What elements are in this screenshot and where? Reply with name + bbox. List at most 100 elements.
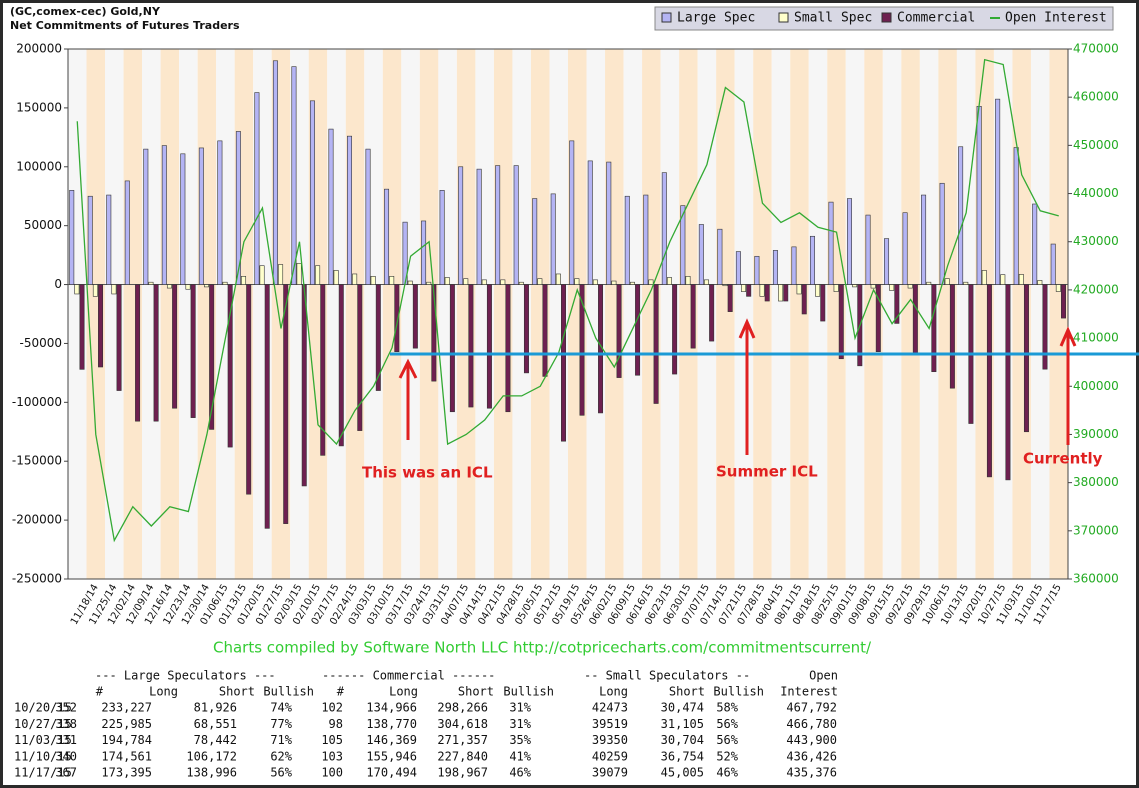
band (716, 49, 735, 579)
bar (264, 284, 270, 529)
band (790, 49, 809, 579)
band (401, 49, 420, 579)
table-cell: 42473 (592, 701, 628, 715)
table-group: ------ Commercial ------ (322, 669, 495, 683)
band (734, 49, 754, 579)
table-header: Bullish (713, 685, 764, 699)
bar (190, 284, 196, 418)
band (679, 49, 698, 579)
bar (680, 205, 686, 285)
legend-label: Open Interest (1005, 11, 1107, 26)
y2-tick-label: 430000 (1073, 234, 1119, 248)
bar (884, 238, 890, 285)
bar (463, 278, 469, 285)
table-cell: 56% (270, 766, 292, 780)
bar (921, 194, 927, 285)
y-tick-label: -50000 (19, 336, 62, 350)
table-cell: 331 (55, 733, 77, 747)
legend-swatch (661, 12, 672, 23)
bar (1018, 274, 1024, 285)
bar (222, 281, 228, 285)
bar (809, 235, 815, 285)
band (753, 49, 772, 579)
bar (1023, 284, 1029, 433)
bar (894, 284, 900, 324)
table-cell: 100 (321, 766, 343, 780)
bar (148, 281, 154, 285)
bar (143, 148, 149, 285)
bar (1042, 284, 1048, 370)
table-cell: 173,395 (101, 766, 152, 780)
y2-tick-label: 410000 (1073, 331, 1119, 345)
band (882, 49, 902, 579)
y-tick-label: -200000 (12, 513, 62, 527)
bar (1037, 280, 1043, 285)
table-cell: 103 (321, 749, 343, 763)
bar (865, 214, 871, 285)
y2-tick-label: 470000 (1073, 42, 1119, 56)
table-cell: 134,966 (366, 701, 417, 715)
bar (259, 265, 265, 285)
table-cell: 102 (321, 701, 343, 715)
bar (352, 273, 358, 285)
y-tick-label: 150000 (16, 100, 62, 114)
table-cell: 443,900 (786, 733, 837, 747)
bar (635, 284, 641, 376)
bar (394, 284, 400, 352)
bar (98, 284, 104, 368)
bar (963, 281, 969, 285)
band (68, 49, 87, 579)
table-cell: 58% (716, 701, 738, 715)
bar (847, 198, 852, 285)
y2-tick-label: 400000 (1073, 379, 1119, 393)
table-cell: 46% (509, 766, 531, 780)
band (623, 49, 643, 579)
table-cell: 198,967 (437, 766, 488, 780)
bar (495, 165, 501, 285)
table-cell: 31,105 (661, 717, 704, 731)
bar (505, 284, 511, 413)
bar (407, 280, 413, 285)
bar (513, 165, 519, 285)
bar (1000, 274, 1006, 285)
band (382, 49, 402, 579)
bar (783, 284, 789, 302)
bar (796, 284, 802, 295)
table-cell: 30,704 (661, 733, 704, 747)
bar (532, 198, 538, 285)
chart-title: (GC,comex-cec) Gold,NY (10, 5, 161, 18)
y-tick-label: -250000 (12, 572, 62, 586)
bar (958, 146, 964, 285)
bar (333, 270, 339, 285)
bar (791, 246, 797, 285)
y-tick-label: 0 (54, 277, 62, 291)
bar (1055, 284, 1061, 292)
band (919, 49, 939, 579)
bar (153, 284, 159, 422)
table-cell: 62% (270, 749, 292, 763)
bar (643, 194, 649, 285)
band (827, 49, 846, 579)
table-cell: 52% (716, 749, 738, 763)
bar (852, 284, 858, 288)
table-header: Long (149, 685, 178, 699)
y2-tick-label: 460000 (1073, 90, 1119, 104)
bar (778, 284, 784, 302)
table-cell: 146,369 (366, 733, 417, 747)
bar (1005, 284, 1011, 481)
bar (166, 284, 172, 289)
table-cell: 174,561 (101, 749, 152, 763)
bar (912, 284, 918, 354)
bar (828, 201, 834, 285)
bar (606, 161, 612, 285)
bar (309, 100, 315, 285)
table-cell: 39350 (592, 733, 628, 747)
bar (209, 284, 215, 430)
table-cell: 11/10/15 (14, 749, 72, 763)
bar (111, 284, 117, 295)
table-cell: 271,357 (437, 733, 488, 747)
table-cell: 340 (55, 749, 77, 763)
bar (542, 284, 548, 377)
table-cell: 298,266 (437, 701, 488, 715)
